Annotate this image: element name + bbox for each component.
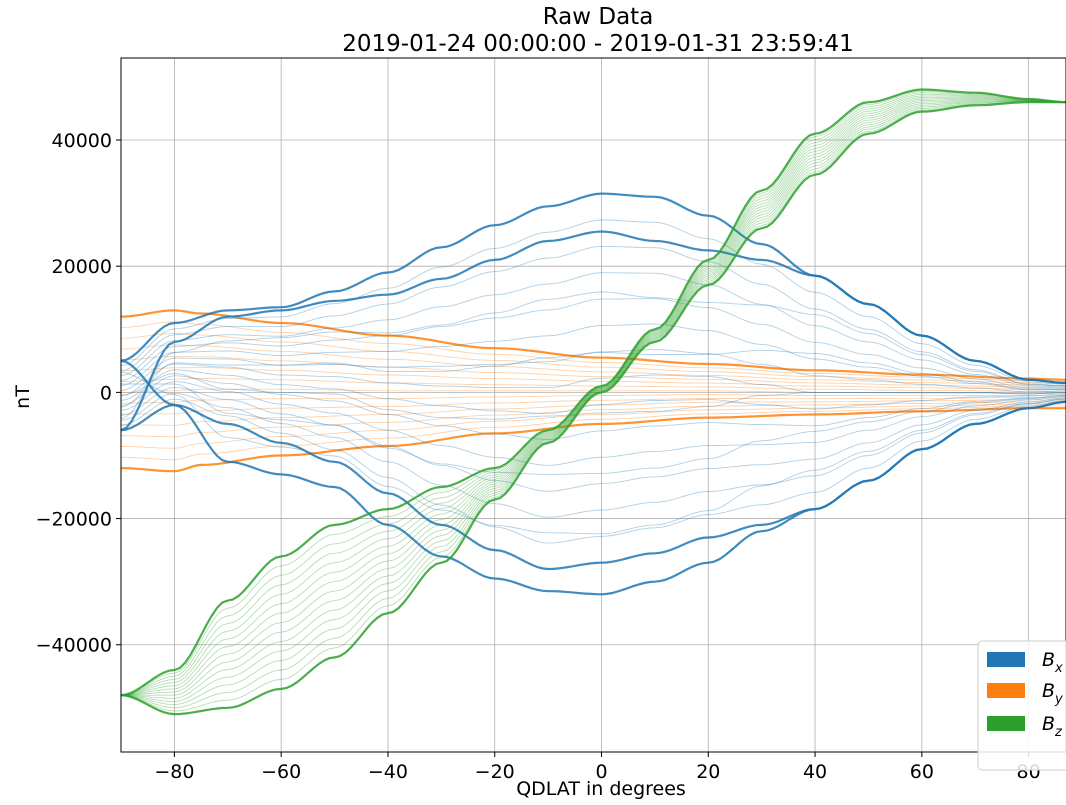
x-tick-label: −20: [475, 761, 515, 783]
series-bx-line: [121, 291, 1066, 420]
series-bx-line: [121, 230, 1066, 432]
series-bz-line: [121, 93, 1066, 696]
series-by-line: [121, 309, 1066, 381]
series-by-line: [121, 399, 1066, 426]
series-bx-line: [121, 349, 1066, 393]
x-tick-label: 20: [696, 761, 720, 783]
y-tick-label: 20000: [52, 256, 112, 278]
series-bx-line: [121, 359, 1066, 596]
series-bx-line: [121, 272, 1066, 388]
series-bx-line: [121, 375, 1066, 440]
chart-subtitle: 2019-01-24 00:00:00 - 2019-01-31 23:59:4…: [342, 31, 853, 57]
series-by-line: [121, 397, 1066, 415]
series-bz-line: [121, 88, 1066, 697]
series-bz-line: [121, 101, 1066, 709]
series-bx-line: [121, 386, 1066, 492]
x-tick-label: −40: [368, 761, 408, 783]
x-tick-label: 0: [595, 761, 607, 783]
series-by-line: [121, 388, 1066, 395]
series-bz-line: [121, 95, 1066, 696]
series-bx-line: [121, 219, 1066, 385]
series-bx-line: [121, 369, 1066, 415]
series-bx-line: [121, 298, 1066, 389]
series-by-line: [121, 403, 1066, 449]
legend-label-bx: Bx: [1042, 649, 1063, 676]
series-by-line: [121, 377, 1066, 393]
series-bx-line: [121, 383, 1066, 475]
x-tick-label: −80: [154, 761, 194, 783]
series-bx-line: [121, 371, 1066, 535]
series-bz-line: [121, 101, 1066, 716]
series-bz-line: [121, 100, 1066, 699]
x-axis-label: QDLAT in degrees: [516, 778, 686, 800]
x-tick-label: 60: [910, 761, 934, 783]
legend-swatch-bz: [987, 716, 1025, 731]
plot-area-frame: [120, 57, 1066, 753]
legend-label-by: By: [1042, 680, 1063, 707]
y-tick-label: −20000: [36, 509, 112, 531]
series-bz-line: [121, 100, 1066, 702]
series-by-line: [121, 344, 1066, 387]
series-by-line: [121, 367, 1066, 391]
series-by-line: [121, 321, 1066, 383]
y-tick-label: 0: [100, 382, 112, 404]
series-group: [121, 88, 1066, 716]
series-bz-line: [121, 98, 1066, 696]
y-tick-label: −40000: [36, 635, 112, 657]
grid: [121, 58, 1066, 752]
chart-title: Raw Data: [543, 4, 654, 30]
series-bx-line: [121, 373, 1066, 420]
series-by-line: [121, 401, 1066, 438]
x-tick-label: 40: [803, 761, 827, 783]
series-bx-line: [121, 400, 1066, 571]
series-bz-line: [121, 101, 1066, 712]
series-by-line: [121, 405, 1066, 461]
series-bx-line: [121, 323, 1066, 391]
ticks: −80 −60 −40 −20 0 20 40 60 80−40000−200000200004…: [36, 130, 1041, 783]
series-by-line: [121, 355, 1066, 389]
series-bz-line: [121, 101, 1066, 706]
series-bx-line: [121, 398, 1066, 544]
series-bx-line: [121, 363, 1066, 396]
series-bz-line: [121, 96, 1066, 696]
legend-label-bz: Bz: [1042, 713, 1063, 740]
series-bx-line: [121, 349, 1066, 408]
series-bz-line: [121, 99, 1066, 696]
legend-swatch-bx: [987, 652, 1025, 667]
series-bz-line: [121, 97, 1066, 696]
series-bx-line: [121, 392, 1066, 518]
series-by-line: [121, 407, 1066, 473]
legend: Bx By Bz: [977, 640, 1066, 771]
series-by-line: [121, 332, 1066, 385]
y-tick-label: 40000: [52, 130, 112, 152]
legend-frame: [977, 640, 1066, 771]
y-axis-label: nT: [12, 385, 34, 409]
x-tick-label: −60: [261, 761, 301, 783]
series-bx-line: [121, 245, 1066, 387]
legend-swatch-by: [987, 683, 1025, 698]
series-bx-line: [121, 381, 1066, 466]
